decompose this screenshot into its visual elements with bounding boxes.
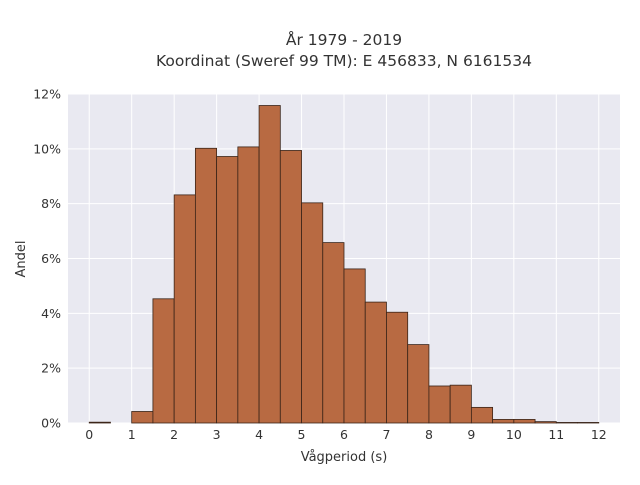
x-tick-label: 10 (506, 427, 522, 442)
histogram-bar (237, 146, 260, 424)
x-tick-label: 4 (255, 427, 263, 442)
y-tick-label: 2% (41, 361, 61, 376)
histogram-bar (258, 105, 281, 424)
x-tick-label: 5 (298, 427, 306, 442)
histogram-bar (449, 384, 472, 424)
x-tick-label: 11 (548, 427, 564, 442)
histogram-bar (555, 422, 578, 424)
histogram-bar (194, 147, 218, 424)
x-tick-label: 3 (213, 427, 221, 442)
chart-title: År 1979 - 2019 (286, 30, 402, 49)
x-tick-label: 1 (128, 427, 136, 442)
histogram-bar (301, 202, 324, 424)
histogram-bar (513, 419, 536, 424)
x-axis-ticks: 0 1 2 3 4 5 6 7 8 9 10 11 12 (85, 427, 606, 442)
x-tick-label: 2 (170, 427, 178, 442)
histogram-bar (386, 311, 409, 424)
bars (88, 105, 600, 424)
histogram-bar (407, 344, 430, 424)
histogram-bar (322, 242, 345, 424)
histogram-bar (534, 421, 557, 424)
histogram-bar (131, 411, 154, 424)
y-tick-label: 0% (41, 416, 61, 431)
x-tick-label: 6 (340, 427, 348, 442)
y-axis-ticks: 0% 2% 4% 6% 8% 10% 12% (33, 87, 61, 431)
y-tick-label: 10% (33, 141, 61, 156)
x-axis-label: Vågperiod (s) (301, 450, 388, 465)
x-tick-label: 8 (425, 427, 433, 442)
x-tick-label: 0 (85, 427, 93, 442)
y-tick-label: 6% (41, 251, 61, 266)
histogram-bar (364, 301, 387, 424)
histogram-bar (216, 156, 239, 424)
histogram-bar (492, 419, 515, 424)
x-tick-label: 9 (467, 427, 475, 442)
x-tick-label: 12 (591, 427, 607, 442)
histogram-bar (173, 194, 196, 424)
histogram-bar (152, 298, 175, 424)
histogram-bar (428, 385, 451, 424)
histogram-bar (470, 406, 494, 424)
histogram-bar (279, 150, 302, 424)
x-tick-label: 7 (382, 427, 390, 442)
y-tick-label: 8% (41, 196, 61, 211)
y-tick-label: 4% (41, 306, 61, 321)
histogram-bar (577, 422, 600, 424)
histogram-bar (88, 421, 111, 424)
y-axis-label: Andel (14, 241, 29, 278)
histogram-bar (343, 268, 366, 424)
y-tick-label: 12% (33, 87, 61, 102)
chart-subtitle: Koordinat (Sweref 99 TM): E 456833, N 61… (156, 52, 532, 70)
